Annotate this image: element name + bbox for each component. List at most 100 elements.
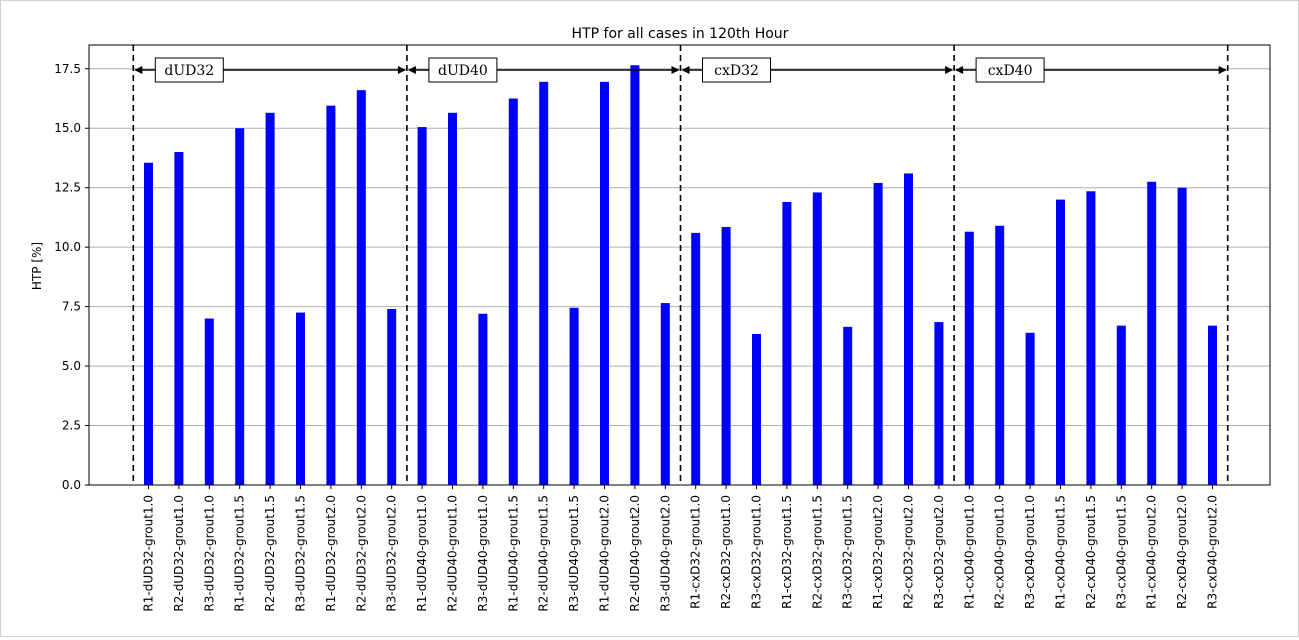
bar: [356, 90, 366, 486]
bar: [539, 81, 549, 485]
x-tick-label: R3-dUD32-grout2.0: [385, 495, 399, 612]
bar: [265, 112, 275, 485]
group-label-box: [702, 57, 771, 83]
bar: [1116, 325, 1126, 485]
y-tick-label: 10.0: [54, 240, 81, 254]
x-tick-label: R1-cxD40-grout1.0: [962, 495, 976, 609]
y-axis-label: HTP [%]: [30, 242, 44, 290]
x-tick-label: R3-dUD40-grout1.5: [567, 495, 581, 612]
y-tick-label: 7.5: [62, 300, 81, 314]
bar: [1086, 191, 1096, 485]
x-tick-label: R1-dUD40-grout2.0: [598, 495, 612, 612]
x-tick-label: R2-cxD32-grout1.0: [719, 495, 733, 609]
x-tick-label: R2-cxD40-grout1.5: [1084, 495, 1098, 609]
plot-area-border: [88, 44, 1271, 486]
bar: [204, 318, 214, 485]
arrowhead-left: [681, 66, 690, 74]
x-tick-label: R3-dUD32-grout1.5: [294, 495, 308, 612]
y-tick-label: 0.0: [62, 478, 81, 492]
x-tick-label: R1-cxD32-grout1.5: [780, 495, 794, 609]
x-tick-label: R2-dUD40-grout1.5: [537, 495, 551, 612]
bar: [600, 81, 609, 485]
bar: [1208, 325, 1217, 485]
x-tick-label: R1-dUD32-grout2.0: [324, 495, 338, 612]
group-label-box: [975, 57, 1045, 83]
x-tick-label: R2-cxD40-grout1.0: [993, 495, 1007, 609]
x-tick-label: R2-dUD32-grout1.0: [172, 495, 186, 612]
x-tick-label: R3-dUD32-grout1.0: [202, 495, 216, 612]
group-label: dUD32: [164, 63, 214, 79]
arrowhead-left: [134, 66, 143, 74]
y-tick-label: 15.0: [54, 121, 81, 135]
bar: [1177, 187, 1187, 485]
x-tick-label: R1-dUD32-grout1.0: [142, 495, 156, 612]
x-tick-label: R3-dUD40-grout2.0: [658, 495, 672, 612]
group-label: dUD40: [438, 63, 488, 79]
bar: [630, 65, 640, 485]
group-annotations: dUD32 dUD40 cxD32 cxD40: [132, 45, 1229, 485]
bar: [417, 127, 427, 486]
group-label: cxD40: [988, 63, 1033, 79]
bar: [508, 98, 518, 485]
y-axis-ticks: 0.0 2.5 5.0 7.5 10.0 12.5 15.0 17.5: [54, 62, 89, 492]
y-tick-label: 17.5: [54, 62, 81, 76]
bar: [721, 226, 731, 485]
arrowhead-left: [955, 66, 964, 74]
y-tick-label: 5.0: [62, 359, 81, 373]
arrowhead-right: [671, 66, 680, 74]
bar: [873, 182, 883, 485]
bar: [235, 128, 245, 486]
grid-lines: [89, 68, 1270, 486]
bar: [478, 313, 488, 485]
chart-title: HTP for all cases in 120th Hour: [572, 26, 789, 42]
x-tick-label: R3-cxD40-grout2.0: [1206, 495, 1220, 609]
bar: [782, 201, 792, 486]
x-tick-label: R1-dUD32-grout1.5: [233, 495, 247, 612]
y-tick-label: 12.5: [54, 181, 81, 195]
x-tick-label: R1-dUD40-grout1.5: [506, 495, 520, 612]
arrowhead-right: [397, 66, 406, 74]
bar: [1025, 332, 1035, 485]
bar: [904, 173, 913, 485]
arrowhead-right: [945, 66, 954, 74]
bar: [296, 312, 305, 485]
bar: [174, 152, 184, 485]
bars: [144, 65, 1217, 486]
bar: [752, 333, 761, 485]
x-tick-label: R3-cxD32-grout2.0: [932, 495, 946, 609]
x-tick-label: R2-cxD32-grout1.5: [810, 495, 824, 609]
x-tick-label: R3-cxD40-grout1.5: [1114, 495, 1128, 609]
arrowhead-left: [407, 66, 416, 74]
x-tick-label: R1-cxD40-grout2.0: [1145, 495, 1159, 609]
x-tick-label: R3-dUD40-grout1.0: [476, 495, 490, 612]
x-tick-label: R2-dUD32-grout1.5: [263, 495, 277, 612]
bar: [448, 112, 457, 485]
x-tick-label: R2-dUD40-grout2.0: [628, 495, 642, 612]
x-tick-label: R1-cxD32-grout2.0: [871, 495, 885, 609]
x-tick-label: R3-cxD40-grout1.0: [1023, 495, 1037, 609]
bar: [812, 192, 822, 485]
bar: [964, 231, 974, 485]
group-label-box: [428, 57, 498, 83]
bar: [387, 309, 397, 485]
x-tick-label: R2-cxD40-grout2.0: [1175, 495, 1189, 609]
bar: [843, 326, 853, 485]
x-tick-label: R1-cxD40-grout1.5: [1054, 495, 1068, 609]
bar: [995, 225, 1005, 485]
group-label: cxD32: [714, 63, 759, 79]
bar: [326, 105, 336, 485]
x-tick-label: R1-cxD32-grout1.0: [689, 495, 703, 609]
x-tick-label: R2-dUD40-grout1.0: [446, 495, 460, 612]
bar: [1147, 181, 1157, 485]
x-tick-label: R3-cxD32-grout1.0: [750, 495, 764, 609]
bar: [691, 232, 701, 485]
bar: [934, 322, 944, 485]
x-tick-label: R3-cxD32-grout1.5: [841, 495, 855, 609]
bar: [660, 303, 670, 485]
x-tick-label: R2-cxD32-grout2.0: [902, 495, 916, 609]
arrowhead-right: [1218, 66, 1227, 74]
x-axis-ticks: R1-dUD32-grout1.0 R2-dUD32-grout1.0 R3-dUD…: [142, 485, 1220, 612]
group-label-box: [154, 57, 224, 83]
